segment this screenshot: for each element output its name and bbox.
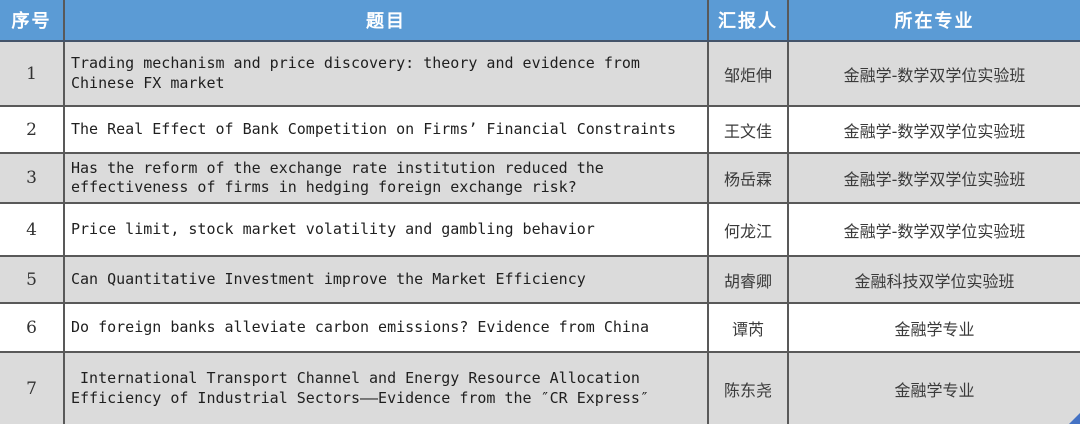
cell-major: 金融学-数学双学位实验班 [787,202,1080,257]
header-row: 序号 题目 汇报人 所在专业 [0,0,1080,42]
cell-presenter: 邹炬伸 [707,40,789,107]
cell-major: 金融学-数学双学位实验班 [787,40,1080,107]
cell-index: 2 [0,105,65,154]
table-row: 6 Do foreign banks alleviate carbon emis… [0,302,1080,353]
column-header-title: 题目 [63,0,709,42]
cell-presenter: 陈东尧 [707,351,789,424]
column-header-presenter: 汇报人 [707,0,789,42]
table-header: 序号 题目 汇报人 所在专业 [0,0,1080,42]
table-row: 3 Has the reform of the exchange rate in… [0,152,1080,204]
table-row: 1 Trading mechanism and price discovery:… [0,40,1080,107]
cell-title: The Real Effect of Bank Competition on F… [63,105,709,154]
column-header-index: 序号 [0,0,65,42]
cell-index: 5 [0,255,65,304]
cell-index: 1 [0,40,65,107]
cell-major: 金融学专业 [787,302,1080,353]
cell-major: 金融学-数学双学位实验班 [787,105,1080,154]
table-row: 4 Price limit, stock market volatility a… [0,202,1080,257]
cell-title: Can Quantitative Investment improve the … [63,255,709,304]
cell-title: Has the reform of the exchange rate inst… [63,152,709,204]
cell-presenter: 谭芮 [707,302,789,353]
cell-title: Trading mechanism and price discovery: t… [63,40,709,107]
cell-major: 金融科技双学位实验班 [787,255,1080,304]
cell-major: 金融学-数学双学位实验班 [787,152,1080,204]
cell-index: 3 [0,152,65,204]
cell-index: 4 [0,202,65,257]
table-row: 7 International Transport Channel and En… [0,351,1080,424]
cell-index: 6 [0,302,65,353]
cell-presenter: 杨岳霖 [707,152,789,204]
cell-title: International Transport Channel and Ener… [63,351,709,424]
table-row: 5 Can Quantitative Investment improve th… [0,255,1080,304]
column-header-major: 所在专业 [787,0,1080,42]
cell-major: 金融学专业 [787,351,1080,424]
cell-title: Do foreign banks alleviate carbon emissi… [63,302,709,353]
cell-presenter: 胡睿卿 [707,255,789,304]
table-row: 2 The Real Effect of Bank Competition on… [0,105,1080,154]
cell-presenter: 何龙江 [707,202,789,257]
table-body: 1 Trading mechanism and price discovery:… [0,40,1080,424]
cell-presenter: 王文佳 [707,105,789,154]
cell-title: Price limit, stock market volatility and… [63,202,709,257]
corner-accent-triangle [1069,413,1080,424]
cell-index: 7 [0,351,65,424]
